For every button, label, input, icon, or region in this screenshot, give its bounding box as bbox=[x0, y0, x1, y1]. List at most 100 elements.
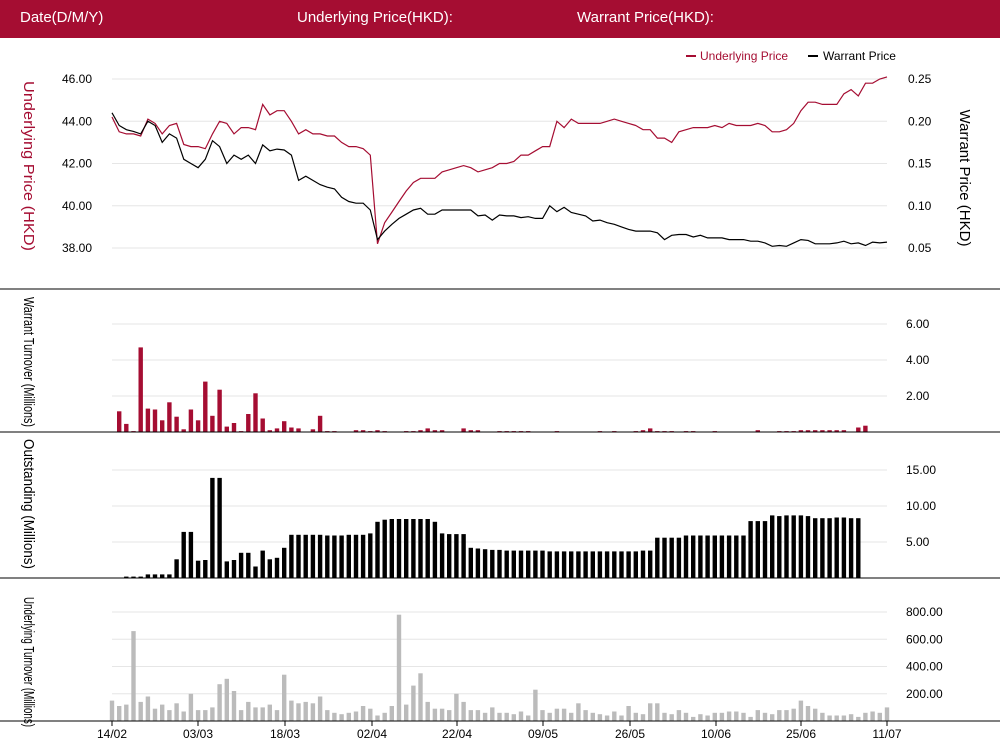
outstanding-bar bbox=[554, 551, 560, 578]
underlying_turnover-bar bbox=[332, 712, 337, 721]
underlying_turnover-bar bbox=[296, 703, 301, 721]
outstanding-tick: 5.00 bbox=[906, 535, 930, 549]
price-right-tick: 0.25 bbox=[908, 72, 932, 86]
underlying_turnover-bar bbox=[511, 714, 516, 721]
outstanding-bar bbox=[633, 551, 638, 578]
warrant_turnover-ylabel: Warrant Turnover (Millions) bbox=[20, 297, 37, 427]
underlying_turnover-bar bbox=[482, 712, 488, 721]
warrant_turnover-bar bbox=[834, 430, 839, 432]
outstanding-bar bbox=[490, 549, 495, 578]
outstanding-bar bbox=[461, 534, 466, 578]
warrant-price-line bbox=[111, 112, 888, 247]
underlying_turnover-bar bbox=[138, 701, 143, 721]
outstanding-bar bbox=[368, 533, 373, 578]
underlying_turnover-bar bbox=[167, 710, 172, 721]
outstanding-bar bbox=[231, 560, 237, 578]
underlying_turnover-bar bbox=[461, 701, 466, 721]
outstanding-bar bbox=[274, 557, 280, 578]
warrant_turnover-bar bbox=[203, 381, 208, 432]
underlying_turnover-bar bbox=[447, 710, 452, 721]
underlying_turnover-bar bbox=[705, 715, 710, 721]
warrant_turnover-bar bbox=[310, 429, 316, 432]
underlying_turnover-bar bbox=[339, 714, 344, 721]
outstanding-bar bbox=[755, 521, 760, 578]
price-right-tick: 0.10 bbox=[908, 199, 932, 213]
warrant_turnover-bar bbox=[418, 430, 423, 432]
outstanding-bar bbox=[346, 534, 351, 578]
warrant_turnover-bar bbox=[289, 427, 294, 432]
warrant_turnover-bar bbox=[648, 428, 653, 432]
outstanding-bar bbox=[561, 551, 567, 578]
underlying_turnover-bar bbox=[396, 614, 402, 721]
underlying_turnover-bar bbox=[439, 708, 445, 721]
warrant_turnover-bar bbox=[246, 414, 251, 432]
underlying_turnover-bar bbox=[117, 706, 122, 721]
warrant_turnover-bar bbox=[145, 408, 151, 432]
underlying_turnover-bar bbox=[827, 715, 832, 721]
underlying_turnover-bar bbox=[569, 712, 574, 721]
underlying_turnover-bar bbox=[411, 685, 416, 721]
underlying_turnover-bar bbox=[475, 710, 481, 721]
underlying_turnover-bar bbox=[504, 712, 509, 721]
underlying_turnover-tick: 600.00 bbox=[906, 632, 943, 646]
underlying_turnover-tick: 200.00 bbox=[906, 687, 943, 701]
warrant_turnover-bar bbox=[274, 428, 280, 432]
underlying_turnover-bar bbox=[231, 691, 237, 721]
price-right-tick: 0.20 bbox=[908, 114, 932, 128]
outstanding-bar bbox=[734, 535, 739, 578]
legend: Underlying Price Warrant Price bbox=[686, 49, 896, 63]
underlying_turnover-ylabel: Underlying Turnover (Millions) bbox=[20, 597, 37, 727]
outstanding-bar bbox=[468, 547, 473, 578]
outstanding-bar bbox=[712, 535, 717, 578]
header-bar: Date(D/M/Y) Underlying Price(HKD): Warra… bbox=[0, 0, 1000, 38]
outstanding-bar bbox=[518, 550, 524, 578]
outstanding-bar bbox=[260, 550, 265, 578]
price-left-tick: 42.00 bbox=[62, 157, 92, 171]
x-tick-label: 25/06 bbox=[786, 727, 816, 741]
underlying_turnover-bar bbox=[561, 708, 567, 721]
warrant_turnover-bar bbox=[260, 418, 265, 432]
underlying_turnover-bar bbox=[160, 704, 165, 721]
underlying_turnover-bar bbox=[145, 696, 151, 721]
outstanding-bar bbox=[547, 551, 552, 578]
outstanding-bar bbox=[310, 534, 316, 578]
warrant_turnover-bar bbox=[813, 430, 818, 432]
warrant_turnover-bar bbox=[124, 423, 129, 432]
warrant-turnover-panel: 6.00 4.00 2.00 Warrant Turnover (Millions) bbox=[0, 297, 1000, 433]
warrant-chart: 46.00 44.00 42.00 40.00 38.00 0.25 0.20 0.15 0.1… bbox=[0, 49, 1000, 741]
underlying_turnover-bar bbox=[755, 710, 760, 721]
underlying_turnover-bar bbox=[195, 710, 201, 721]
outstanding-bar bbox=[798, 515, 804, 578]
price-left-tick: 40.00 bbox=[62, 199, 92, 213]
underlying_turnover-bar bbox=[368, 708, 373, 721]
outstanding-bar bbox=[583, 551, 588, 578]
outstanding-panel: 15.00 10.00 5.00 Outstanding (Millions) bbox=[0, 439, 1000, 579]
outstanding-bar bbox=[533, 550, 538, 578]
warrant-price-label: Warrant Price(HKD): bbox=[577, 9, 714, 26]
outstanding-bar bbox=[626, 551, 631, 578]
price-left-tick: 44.00 bbox=[62, 114, 92, 128]
underlying_turnover-bar bbox=[813, 708, 818, 721]
outstanding-bar bbox=[805, 516, 811, 578]
outstanding-bar bbox=[145, 574, 151, 578]
x-tick-label: 09/05 bbox=[528, 727, 558, 741]
outstanding-bar bbox=[504, 550, 509, 578]
underlying_turnover-bar bbox=[404, 704, 409, 721]
outstanding-bar bbox=[439, 533, 445, 578]
outstanding-bar bbox=[676, 537, 682, 578]
underlying_turnover-bar bbox=[282, 674, 287, 721]
outstanding-bar bbox=[827, 518, 832, 578]
warrant_turnover-bar bbox=[353, 430, 359, 432]
underlying_turnover-bar bbox=[203, 710, 208, 721]
underlying_turnover-bar bbox=[124, 704, 129, 721]
price-left-tick: 38.00 bbox=[62, 241, 92, 255]
outstanding-bar bbox=[691, 535, 696, 578]
underlying_turnover-bar bbox=[712, 712, 717, 721]
outstanding-bar bbox=[784, 515, 789, 578]
underlying_turnover-bar bbox=[540, 710, 545, 721]
outstanding-bar bbox=[748, 521, 753, 578]
outstanding-bar bbox=[569, 551, 574, 578]
underlying_turnover-bar bbox=[683, 712, 689, 721]
outstanding-bar bbox=[655, 537, 660, 578]
outstanding-bar bbox=[195, 560, 201, 578]
